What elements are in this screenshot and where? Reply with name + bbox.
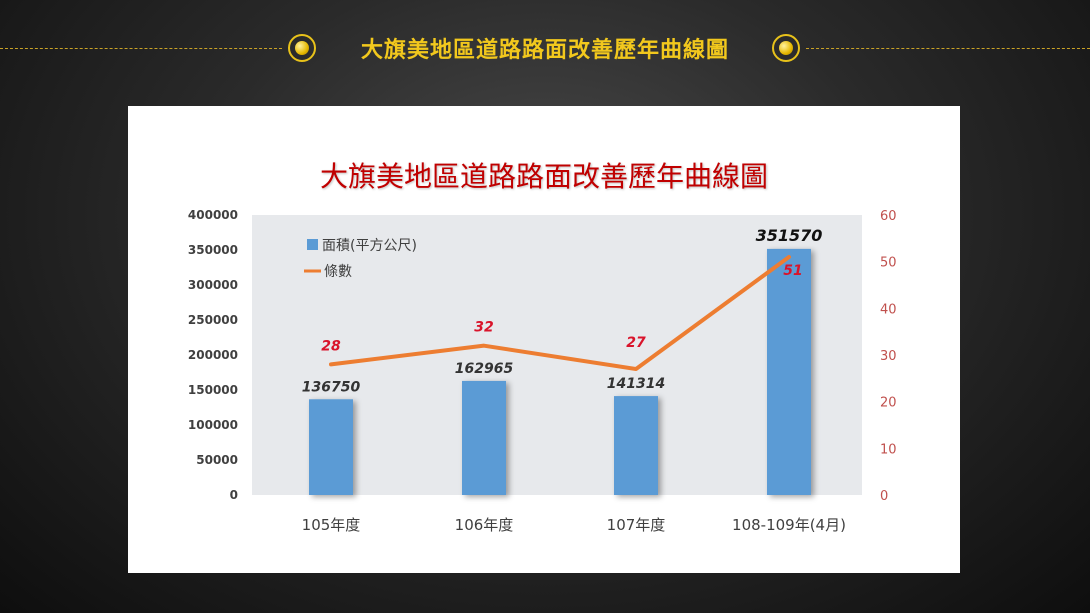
line-value-label: 51 [783,263,802,279]
slide-title: 大旗美地區道路路面改善歷年曲線圖 [360,38,729,63]
y-right-tick-label: 50 [880,256,897,271]
chart-title: 大旗美地區道路路面改善歷年曲線圖 [320,160,768,193]
bar [767,248,811,495]
y-left-tick-label: 200000 [188,348,238,362]
line-value-label: 32 [474,320,493,336]
line-series-path [329,255,791,371]
bar [614,396,658,495]
chart-svg: 大旗美地區道路路面改善歷年曲線圖 0 50000 100000 150000 200000… [188,160,897,534]
x-tick-label: 105年度 [302,516,361,534]
y-left-tick-label: 350000 [188,243,238,257]
line-value-label: 27 [626,335,646,351]
legend-bar-swatch [307,239,318,250]
header-divider-left [0,48,282,49]
y-left-tick-label: 100000 [188,418,238,432]
line-value-label: 28 [321,338,341,354]
y-right-tick-label: 60 [880,209,897,224]
x-tick-label: 106年度 [455,516,514,534]
bar-value-label: 162965 [455,361,514,377]
bar-value-label: 136750 [302,379,361,395]
y-left-tick-label: 0 [230,488,238,502]
x-tick-label: 108-109年(4月) [732,516,846,534]
slide-header: 大旗美地區道路路面改善歷年曲線圖 [0,30,1090,70]
y-left-tick-label: 300000 [188,278,238,292]
legend-line-label: 條數 [324,264,352,280]
y-right-tick-label: 10 [880,442,897,457]
gold-bullet-icon [772,34,800,62]
header-divider-right [806,48,1090,49]
y-left-tick-label: 400000 [188,208,238,222]
y-right-tick-label: 0 [880,489,888,504]
y-left-tick-label: 50000 [196,453,238,467]
bar [462,380,506,495]
gold-bullet-icon [288,34,316,62]
bar-value-label: 351570 [756,226,823,245]
legend-bar-label: 面積(平方公尺) [322,238,417,254]
y-right-tick-label: 40 [880,302,897,317]
bar-value-label: 141314 [607,376,665,392]
y-left-tick-label: 250000 [188,313,238,327]
chart-panel: 大旗美地區道路路面改善歷年曲線圖 0 50000 100000 150000 200000… [128,106,960,573]
x-tick-label: 107年度 [607,516,666,534]
y-right-tick-label: 20 [880,396,897,411]
y-right-tick-label: 30 [880,349,897,364]
bar [309,399,353,495]
y-left-tick-label: 150000 [188,383,238,397]
